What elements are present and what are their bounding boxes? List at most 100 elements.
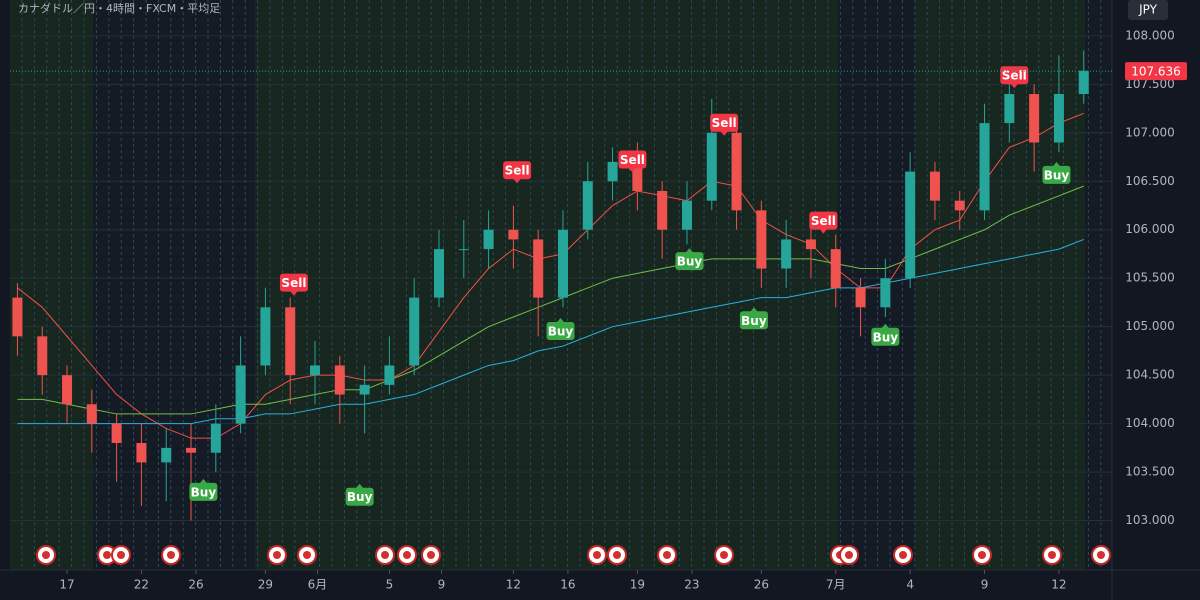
- candle-body: [210, 423, 221, 453]
- session-band: [1085, 0, 1112, 570]
- x-tick-label: 6月: [308, 578, 328, 592]
- signal-label: Sell: [505, 164, 530, 178]
- event-dot: [899, 551, 907, 559]
- event-dot: [381, 551, 389, 559]
- candle-body: [12, 297, 23, 337]
- signal-badge: [739, 311, 768, 330]
- candle-body: [533, 239, 544, 298]
- signal-badge: [871, 327, 900, 346]
- event-dot: [42, 551, 50, 559]
- signal-badge: [345, 487, 374, 506]
- candle-body: [756, 210, 767, 269]
- y-tick-label: 103.500: [1125, 465, 1175, 479]
- x-tick-label: 12: [1051, 578, 1066, 592]
- chart-title: カナダドル／円・4時間・FXCM・平均足: [18, 1, 220, 15]
- candle-body: [557, 229, 568, 298]
- candle-body: [37, 336, 48, 376]
- currency-label[interactable]: JPY: [1138, 3, 1158, 17]
- signal-badge: [710, 113, 739, 132]
- candle-body: [310, 365, 321, 376]
- candle-body: [1053, 94, 1064, 143]
- y-tick-label: 107.500: [1125, 77, 1175, 91]
- candle-body: [582, 181, 593, 230]
- candle-body: [929, 171, 940, 201]
- candle-body: [657, 190, 668, 230]
- candle-body: [334, 365, 345, 395]
- candle-body: [1004, 94, 1015, 124]
- candle-body: [731, 132, 742, 211]
- signal-label: Buy: [347, 490, 373, 504]
- event-dot: [593, 551, 601, 559]
- candle-body: [781, 239, 792, 269]
- candle-body: [62, 375, 73, 405]
- candle-body: [136, 443, 147, 463]
- signal-badge: [546, 321, 575, 340]
- candle-body: [235, 365, 246, 424]
- signal-label: Buy: [677, 255, 703, 269]
- candle-body: [681, 200, 692, 230]
- session-band: [93, 0, 255, 570]
- candle-body: [384, 365, 395, 385]
- event-dot: [403, 551, 411, 559]
- event-dot: [663, 551, 671, 559]
- moving-average: [17, 238, 1084, 425]
- x-tick-label: 19: [630, 578, 645, 592]
- event-dot: [978, 551, 986, 559]
- y-tick-label: 103.000: [1125, 513, 1175, 527]
- event-dot: [273, 551, 281, 559]
- candle-body: [1029, 94, 1040, 143]
- candle-body: [186, 447, 197, 453]
- event-dot: [720, 551, 728, 559]
- price-label: 107.636: [1131, 65, 1181, 79]
- signal-label: Sell: [281, 276, 306, 290]
- signal-badge: [618, 150, 647, 169]
- event-dot: [1097, 551, 1105, 559]
- candle-body: [855, 287, 866, 308]
- candle-body: [905, 171, 916, 279]
- signal-badge: [279, 273, 308, 292]
- candle-body: [607, 161, 618, 182]
- signal-badge: [189, 482, 218, 501]
- x-tick-label: 5: [386, 578, 394, 592]
- candle-body: [508, 229, 519, 240]
- y-tick-label: 106.000: [1125, 222, 1175, 236]
- signal-label: Buy: [191, 485, 217, 499]
- x-tick-label: 16: [560, 578, 575, 592]
- candle-body: [880, 278, 891, 308]
- candle-body: [979, 123, 990, 211]
- candle-body: [433, 249, 444, 298]
- candle-body: [483, 229, 494, 250]
- signal-label: Sell: [620, 153, 645, 167]
- candle-body: [161, 447, 172, 463]
- candle-body: [954, 200, 965, 211]
- event-dot: [303, 551, 311, 559]
- x-tick-label: 12: [506, 578, 521, 592]
- signal-label: Buy: [741, 314, 767, 328]
- candle-body: [830, 249, 841, 288]
- signal-label: Buy: [873, 330, 899, 344]
- x-tick-label: 23: [684, 578, 699, 592]
- event-dot: [845, 551, 853, 559]
- y-tick-label: 108.000: [1125, 28, 1175, 42]
- x-tick-label: 26: [188, 578, 203, 592]
- x-tick-label: 9: [981, 578, 989, 592]
- y-tick-label: 104.000: [1125, 416, 1175, 430]
- session-lines: [21, 0, 1102, 570]
- signal-badge: [675, 252, 704, 271]
- candle-body: [359, 384, 370, 395]
- candle-body: [285, 307, 296, 376]
- candle-body: [805, 239, 816, 250]
- event-dot: [103, 551, 111, 559]
- signal-label: Buy: [1044, 168, 1070, 182]
- event-row: [36, 545, 1111, 565]
- y-tick-label: 105.500: [1125, 271, 1175, 285]
- y-tick-label: 107.000: [1125, 125, 1175, 139]
- x-tick-label: 17: [59, 578, 74, 592]
- currency-button[interactable]: [1128, 0, 1168, 20]
- x-tick-label: 7月: [826, 578, 846, 592]
- event-dot: [427, 551, 435, 559]
- candle-body: [409, 297, 420, 366]
- candle-body: [111, 423, 122, 444]
- event-dot: [1048, 551, 1056, 559]
